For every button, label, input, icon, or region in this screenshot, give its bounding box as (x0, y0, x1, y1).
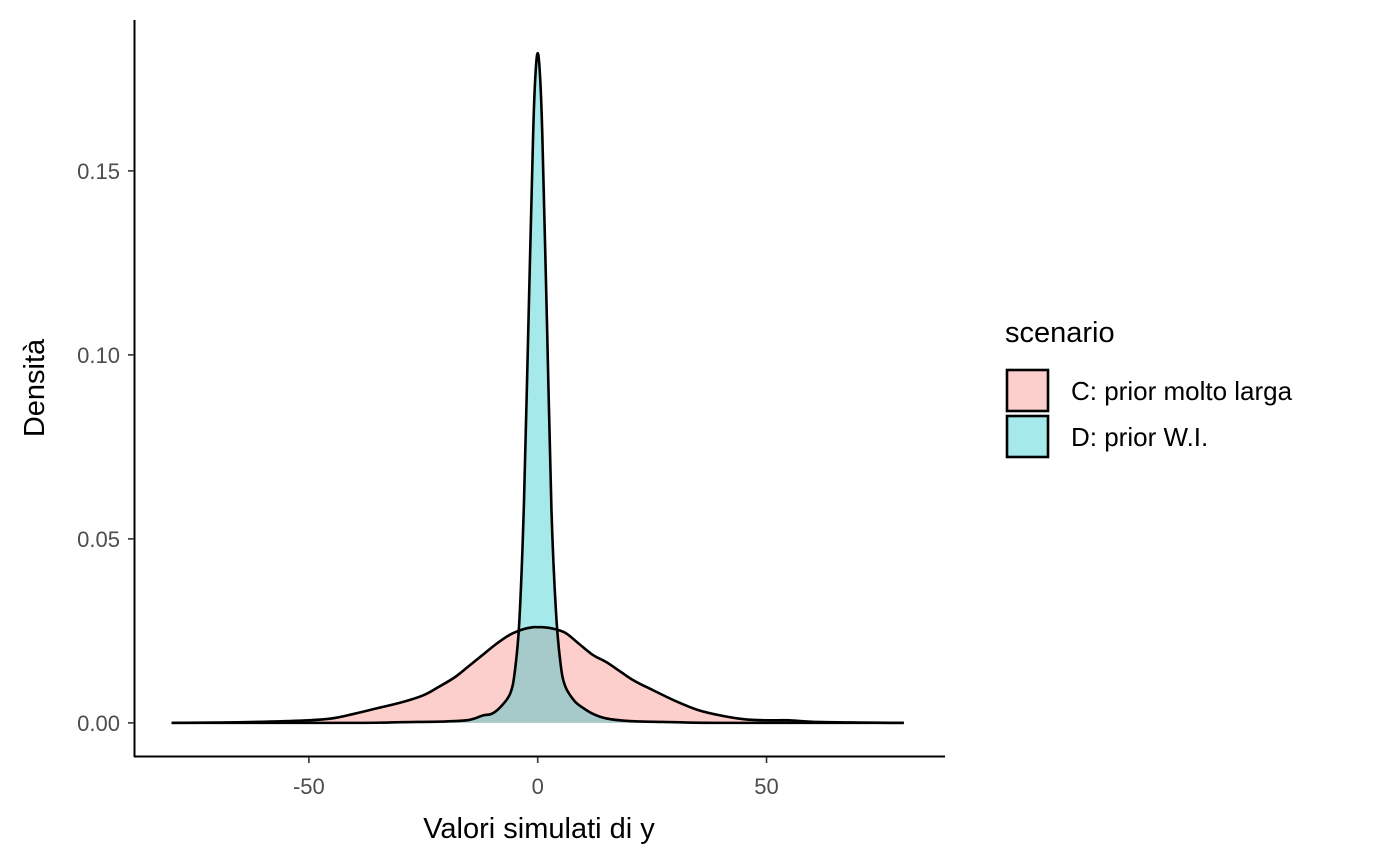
y-tick-label: 0.15 (77, 159, 120, 184)
series-d-density-line (171, 51, 904, 725)
y-tick-label: 0.00 (77, 711, 120, 736)
legend-items: C: prior molto larga D: prior W.I. (1005, 368, 1293, 459)
density-areas (171, 53, 904, 723)
x-axis-ticks: -50 0 50 (293, 757, 779, 799)
y-tick-label: 0.10 (77, 343, 120, 368)
x-tick-label: 0 (532, 774, 544, 799)
y-axis-title: Densità (19, 338, 51, 437)
legend-title: scenario (1005, 317, 1115, 349)
legend-swatch-d (1005, 414, 1050, 459)
x-tick-label: 50 (754, 774, 778, 799)
x-tick-label: -50 (293, 774, 325, 799)
legend: scenario C: prior molto larga D: prior W.… (1005, 317, 1293, 459)
legend-key-bg (1006, 369, 1049, 412)
series-c-area (171, 627, 904, 723)
y-tick-label: 0.05 (77, 527, 120, 552)
x-axis-title: Valori simulati di y (423, 813, 655, 845)
legend-swatch-c (1005, 368, 1050, 413)
legend-label-c: C: prior molto larga (1071, 376, 1293, 406)
y-axis-ticks: 0.00 0.05 0.10 0.15 (77, 159, 134, 736)
density-lines (171, 51, 904, 725)
legend-key-bg (1006, 415, 1049, 458)
series-c-density-line (171, 625, 904, 725)
series-d-area (171, 53, 904, 723)
legend-label-d: D: prior W.I. (1071, 422, 1208, 452)
